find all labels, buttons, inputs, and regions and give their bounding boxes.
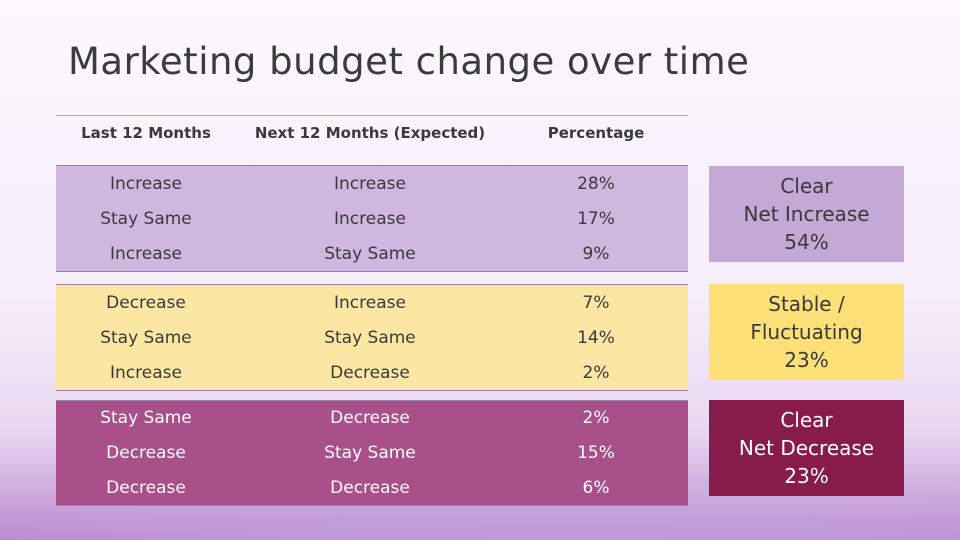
cell-percentage: 15% (577, 443, 615, 463)
header-last-12-months: Last 12 Months (81, 123, 211, 142)
cell-last: Stay Same (100, 208, 192, 229)
summary-percentage: 54% (784, 230, 829, 254)
cell-next: Decrease (330, 362, 410, 383)
summary-percentage: 23% (784, 464, 829, 488)
cell-next: Increase (334, 292, 406, 313)
cell-next: Decrease (330, 408, 410, 429)
cell-percentage: 2% (582, 362, 610, 383)
cell-next: Stay Same (324, 327, 416, 348)
cell-last: Increase (110, 362, 182, 383)
header-top-rule (56, 115, 688, 116)
table-row: Decrease Stay Same 15% (56, 436, 688, 471)
cell-last: Increase (110, 243, 182, 264)
cell-last: Stay Same (100, 327, 192, 348)
summary-line: Clear (780, 408, 833, 432)
cell-next: Increase (334, 173, 406, 194)
summary-line: Net Increase (743, 202, 870, 226)
table-row: Stay Same Decrease 2% (56, 401, 688, 436)
cell-last: Decrease (106, 292, 186, 313)
cell-percentage: 6% (582, 477, 610, 498)
summary-line: Fluctuating (750, 320, 863, 344)
cell-percentage: 17% (577, 208, 615, 229)
table-row: Stay Same Stay Same 14% (56, 320, 688, 355)
cell-last: Decrease (106, 443, 186, 463)
cell-next: Decrease (330, 477, 410, 498)
summary-line: Clear (780, 174, 833, 198)
table-row: Increase Increase 28% (56, 166, 688, 201)
table-header: Last 12 Months Next 12 Months (Expected)… (56, 116, 688, 149)
group-net-increase: Increase Increase 28% Stay Same Increase… (56, 165, 688, 272)
summary-net-decrease: Clear Net Decrease 23% (709, 400, 904, 496)
cell-next: Stay Same (324, 443, 416, 463)
cell-last: Increase (110, 173, 182, 194)
header-next-12-months: Next 12 Months (Expected) (254, 123, 486, 142)
cell-last: Decrease (106, 477, 186, 498)
summary-stable: Stable / Fluctuating 23% (709, 284, 904, 380)
table-row: Increase Decrease 2% (56, 355, 688, 390)
summary-line: Stable / (768, 292, 845, 316)
cell-next: Stay Same (324, 243, 416, 264)
cell-percentage: 9% (582, 243, 610, 264)
cell-percentage: 7% (582, 292, 610, 313)
summary-line: Net Decrease (738, 436, 875, 460)
group-stable: Decrease Increase 7% Stay Same Stay Same… (56, 284, 688, 391)
cell-percentage: 14% (577, 327, 615, 348)
cell-last: Stay Same (100, 408, 192, 429)
summary-net-increase: Clear Net Increase 54% (709, 166, 904, 262)
table-row: Increase Stay Same 9% (56, 236, 688, 271)
cell-next: Increase (334, 208, 406, 229)
table-row: Stay Same Increase 17% (56, 201, 688, 236)
table-row: Decrease Increase 7% (56, 285, 688, 320)
slide-title: Marketing budget change over time (68, 40, 750, 83)
cell-percentage: 28% (577, 173, 615, 194)
group-net-decrease: Stay Same Decrease 2% Decrease Stay Same… (56, 400, 688, 506)
header-percentage: Percentage (547, 123, 645, 142)
cell-percentage: 2% (582, 408, 610, 429)
summary-percentage: 23% (784, 348, 829, 372)
table-row: Decrease Decrease 6% (56, 470, 688, 505)
